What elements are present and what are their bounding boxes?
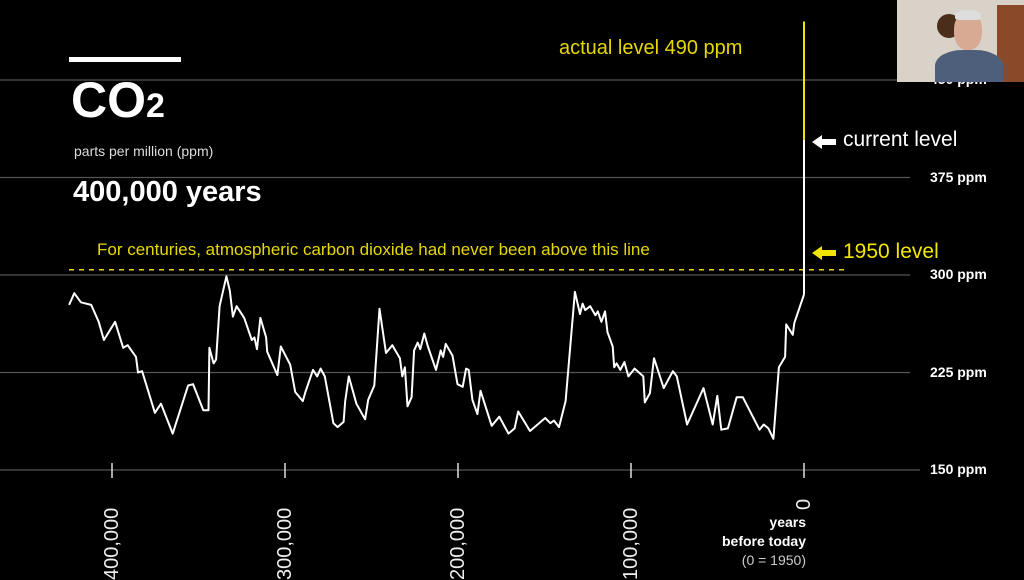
presenter-webcam-overlay — [897, 0, 1024, 82]
x-tick-label: 0 — [793, 498, 815, 510]
title-co: CO — [71, 72, 146, 128]
chart-subtitle: parts per million (ppm) — [74, 143, 214, 159]
y-tick-label: 150 ppm — [930, 461, 987, 477]
title-subscript: 2 — [146, 87, 165, 125]
gridlines — [0, 79, 920, 471]
1950-level-annotation: 1950 level — [843, 240, 939, 263]
presenter-hair — [955, 10, 981, 20]
1950-level-arrow-icon — [812, 246, 836, 260]
chart-title: CO2 — [71, 72, 165, 134]
x-axis-ticks — [111, 463, 805, 478]
x-axis-title: years before today (0 = 1950) — [700, 513, 806, 570]
current-level-arrow-icon — [812, 135, 836, 149]
period-label: 400,000 years — [73, 176, 262, 208]
co2-series-line — [68, 275, 805, 440]
x-tick-label: 300,000 — [274, 507, 296, 580]
x-axis-title-line3: (0 = 1950) — [741, 552, 806, 568]
title-bar — [69, 57, 181, 62]
never-above-annotation: For centuries, atmospheric carbon dioxid… — [97, 240, 650, 259]
current-level-annotation: current level — [843, 128, 958, 151]
actual-level-annotation: actual level 490 ppm — [559, 37, 743, 59]
y-tick-label: 375 ppm — [930, 168, 987, 185]
x-axis-title-line1: years — [769, 514, 806, 530]
presenter-body — [935, 50, 1003, 82]
x-tick-label: 200,000 — [447, 507, 469, 580]
x-tick-label: 400,000 — [101, 507, 123, 580]
y-tick-label: 225 ppm — [930, 363, 987, 380]
x-axis-title-line2: before today — [721, 533, 806, 549]
y-tick-label: 300 ppm — [930, 266, 987, 282]
x-tick-label: 100,000 — [620, 507, 642, 580]
